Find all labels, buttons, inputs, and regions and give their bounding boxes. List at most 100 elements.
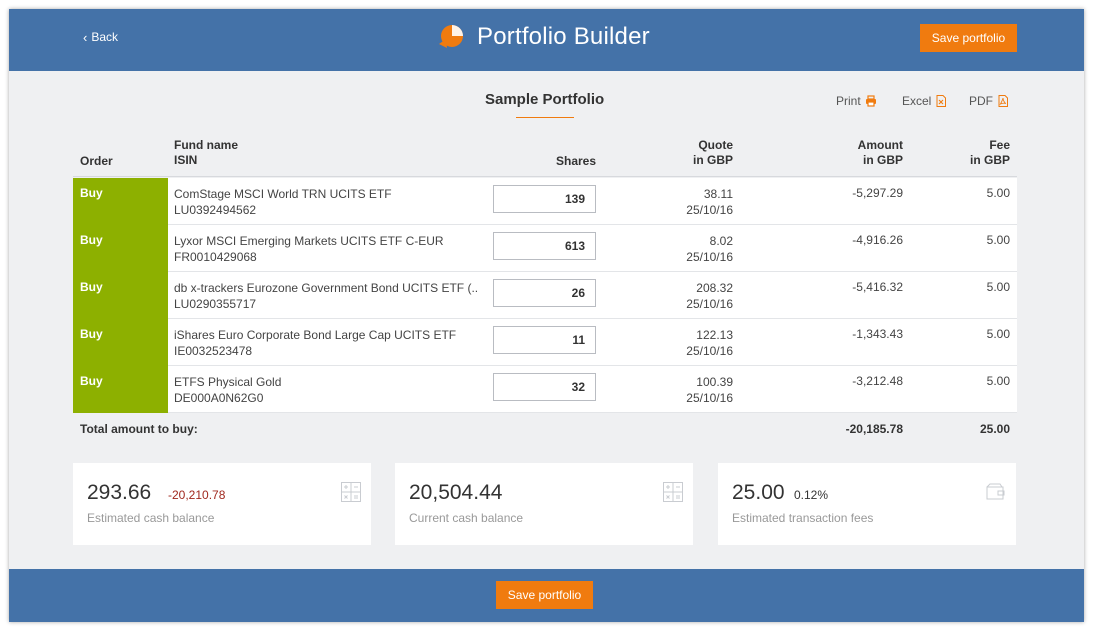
save-portfolio-button-top[interactable]: Save portfolio xyxy=(920,24,1017,52)
fund-name: iShares Euro Corporate Bond Large Cap UC… xyxy=(174,328,457,342)
quote-value: 38.11 xyxy=(703,187,733,201)
fund-name: db x-trackers Eurozone Government Bond U… xyxy=(174,281,479,295)
quote-date: 25/10/16 xyxy=(686,297,733,311)
total-row: Total amount to buy: -20,185.78 25.00 xyxy=(73,422,1017,442)
fee-value: 5.00 xyxy=(986,186,1010,200)
title-underline xyxy=(516,117,574,118)
amount-value: -5,297.29 xyxy=(852,186,903,200)
chevron-left-icon: ‹ xyxy=(83,29,88,45)
fund-isin: IE0032523478 xyxy=(174,344,253,358)
quote-value: 8.02 xyxy=(709,234,733,248)
estimated-cash-card: 293.66 -20,210.78 Estimated cash balance xyxy=(73,463,371,545)
header-isin: ISIN xyxy=(174,153,198,167)
quote-value: 122.13 xyxy=(696,328,733,342)
current-cash-label: Current cash balance xyxy=(409,511,524,525)
fund-isin: LU0290355717 xyxy=(174,297,257,311)
estimated-cash-value: 293.66 xyxy=(87,481,152,504)
order-badge: Buy xyxy=(73,178,168,225)
total-label: Total amount to buy: xyxy=(80,422,198,436)
table-header: Order Fund name ISIN Shares Quote in GBP… xyxy=(73,137,1017,177)
back-link[interactable]: ‹ Back xyxy=(83,30,118,44)
quote-value: 208.32 xyxy=(696,281,733,295)
fund-cell: ComStage MSCI World TRN UCITS ETF LU0392… xyxy=(174,186,479,218)
amount-value: -4,916.26 xyxy=(852,233,903,247)
header-fee: Fee in GBP xyxy=(913,138,1010,168)
top-bar: ‹ Back Portfolio Builder Save portfolio xyxy=(9,9,1084,71)
app-title: Portfolio Builder xyxy=(477,23,650,50)
pdf-link[interactable]: PDF xyxy=(969,94,1009,108)
fund-cell: db x-trackers Eurozone Government Bond U… xyxy=(174,280,479,312)
fund-cell: ETFS Physical Gold DE000A0N62G0 xyxy=(174,374,479,406)
app-window: ‹ Back Portfolio Builder Save portfolio … xyxy=(9,9,1084,622)
pie-chart-logo-icon xyxy=(439,25,463,48)
fees-percent: 0.12% xyxy=(794,488,829,502)
current-cash-value: 20,504.44 xyxy=(409,481,503,504)
header-amount: Amount in GBP xyxy=(793,138,903,168)
order-badge: Buy xyxy=(73,366,168,413)
quote-date: 25/10/16 xyxy=(686,344,733,358)
amount-value: -1,343.43 xyxy=(852,327,903,341)
header-quote-label: Quote xyxy=(698,138,733,152)
fund-isin: LU0392494562 xyxy=(174,203,257,217)
fees-label: Estimated transaction fees xyxy=(732,511,874,525)
fee-value: 5.00 xyxy=(986,327,1010,341)
header-order: Order xyxy=(80,154,113,168)
fund-name: ETFS Physical Gold xyxy=(174,375,282,389)
fund-isin: DE000A0N62G0 xyxy=(174,391,264,405)
total-amount: -20,185.78 xyxy=(845,422,903,436)
header-fund: Fund name ISIN xyxy=(174,138,238,168)
table-row: Buy ComStage MSCI World TRN UCITS ETF LU… xyxy=(73,178,1017,225)
header-quote: Quote in GBP xyxy=(633,138,733,168)
pdf-label: PDF xyxy=(969,94,993,108)
shares-input[interactable] xyxy=(493,326,596,354)
fee-value: 5.00 xyxy=(986,280,1010,294)
calculator-icon xyxy=(663,482,683,502)
shares-input[interactable] xyxy=(493,185,596,213)
fund-rows: Buy ComStage MSCI World TRN UCITS ETF LU… xyxy=(73,178,1017,413)
quote-cell: 100.39 25/10/16 xyxy=(633,374,733,406)
header-quote-unit: in GBP xyxy=(692,153,733,167)
fund-isin: FR0010429068 xyxy=(174,250,257,264)
total-fee: 25.00 xyxy=(979,422,1010,436)
main-content: Sample Portfolio Print Excel PDF xyxy=(73,71,1017,569)
quote-cell: 38.11 25/10/16 xyxy=(633,186,733,218)
order-badge: Buy xyxy=(73,225,168,272)
header-shares: Shares xyxy=(556,154,597,168)
fees-value: 25.00 xyxy=(732,481,785,504)
brand: Portfolio Builder xyxy=(437,23,650,51)
estimated-cash-delta: -20,210.78 xyxy=(168,488,226,502)
quote-cell: 122.13 25/10/16 xyxy=(633,327,733,359)
fund-cell: iShares Euro Corporate Bond Large Cap UC… xyxy=(174,327,479,359)
header-fee-unit: in GBP xyxy=(969,153,1010,167)
header-fee-label: Fee xyxy=(989,138,1010,152)
quote-date: 25/10/16 xyxy=(686,250,733,264)
table-row: Buy ETFS Physical Gold DE000A0N62G0 100.… xyxy=(73,366,1017,413)
estimated-cash-label: Estimated cash balance xyxy=(87,511,215,525)
amount-value: -3,212.48 xyxy=(852,374,903,388)
print-label: Print xyxy=(836,94,861,108)
table-row: Buy Lyxor MSCI Emerging Markets UCITS ET… xyxy=(73,225,1017,272)
fee-value: 5.00 xyxy=(986,233,1010,247)
quote-date: 25/10/16 xyxy=(686,391,733,405)
bottom-bar: Save portfolio xyxy=(9,569,1084,622)
shares-input[interactable] xyxy=(493,232,596,260)
order-badge: Buy xyxy=(73,319,168,366)
excel-label: Excel xyxy=(902,94,932,108)
print-link[interactable]: Print xyxy=(836,94,877,108)
save-portfolio-button-bottom[interactable]: Save portfolio xyxy=(496,581,593,609)
header-amount-unit: in GBP xyxy=(862,153,903,167)
table-row: Buy db x-trackers Eurozone Government Bo… xyxy=(73,272,1017,319)
quote-cell: 208.32 25/10/16 xyxy=(633,280,733,312)
quote-cell: 8.02 25/10/16 xyxy=(633,233,733,265)
shares-input[interactable] xyxy=(493,373,596,401)
quote-date: 25/10/16 xyxy=(686,203,733,217)
shares-input[interactable] xyxy=(493,279,596,307)
back-label: Back xyxy=(91,30,119,44)
excel-link[interactable]: Excel xyxy=(902,94,947,108)
excel-file-icon xyxy=(936,95,947,107)
header-amount-label: Amount xyxy=(857,138,903,152)
order-badge: Buy xyxy=(73,272,168,319)
calculator-icon xyxy=(341,482,361,502)
fund-name: Lyxor MSCI Emerging Markets UCITS ETF C-… xyxy=(174,234,444,248)
amount-value: -5,416.32 xyxy=(852,280,903,294)
